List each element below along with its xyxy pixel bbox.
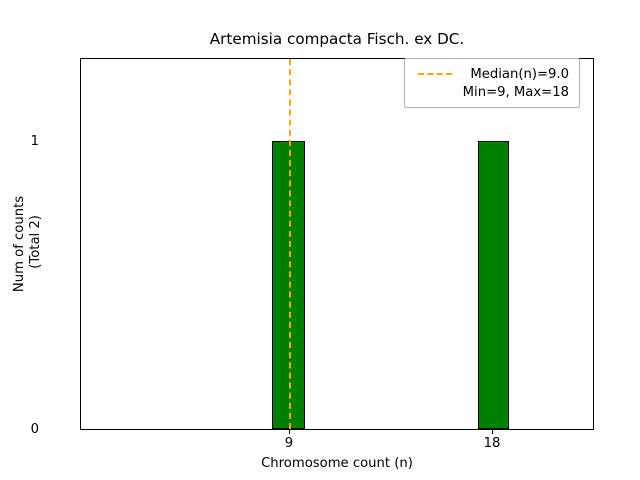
plot-area xyxy=(80,58,594,430)
y-axis-label: Num of counts (Total 2) xyxy=(12,195,43,293)
x-tick-label-18: 18 xyxy=(483,436,501,451)
legend-entry-minmax: Min=9, Max=18 xyxy=(413,83,571,101)
chart-title: Artemisia compacta Fisch. ex DC. xyxy=(209,30,465,48)
bar-9 xyxy=(272,141,305,429)
legend-swatch-median-line-icon xyxy=(413,73,457,75)
median-line xyxy=(289,59,291,429)
x-tick-label-9: 9 xyxy=(284,436,294,451)
legend: Median(n)=9.0 Min=9, Max=18 xyxy=(404,58,580,108)
y-tick-label-0: 0 xyxy=(30,422,39,437)
legend-label-median: Median(n)=9.0 xyxy=(470,66,569,82)
x-tick-mark-9 xyxy=(289,430,290,434)
y-tick-mark-0 xyxy=(80,429,81,430)
legend-label-minmax: Min=9, Max=18 xyxy=(462,84,569,100)
x-tick-mark-18 xyxy=(492,430,493,434)
y-axis-label-container: Num of counts (Total 2) xyxy=(0,58,56,430)
y-tick-mark-1 xyxy=(80,142,81,143)
legend-entry-median: Median(n)=9.0 xyxy=(413,65,571,83)
y-tick-label-1: 1 xyxy=(30,134,39,149)
x-axis-label: Chromosome count (n) xyxy=(261,456,413,471)
bar-18 xyxy=(478,141,509,429)
